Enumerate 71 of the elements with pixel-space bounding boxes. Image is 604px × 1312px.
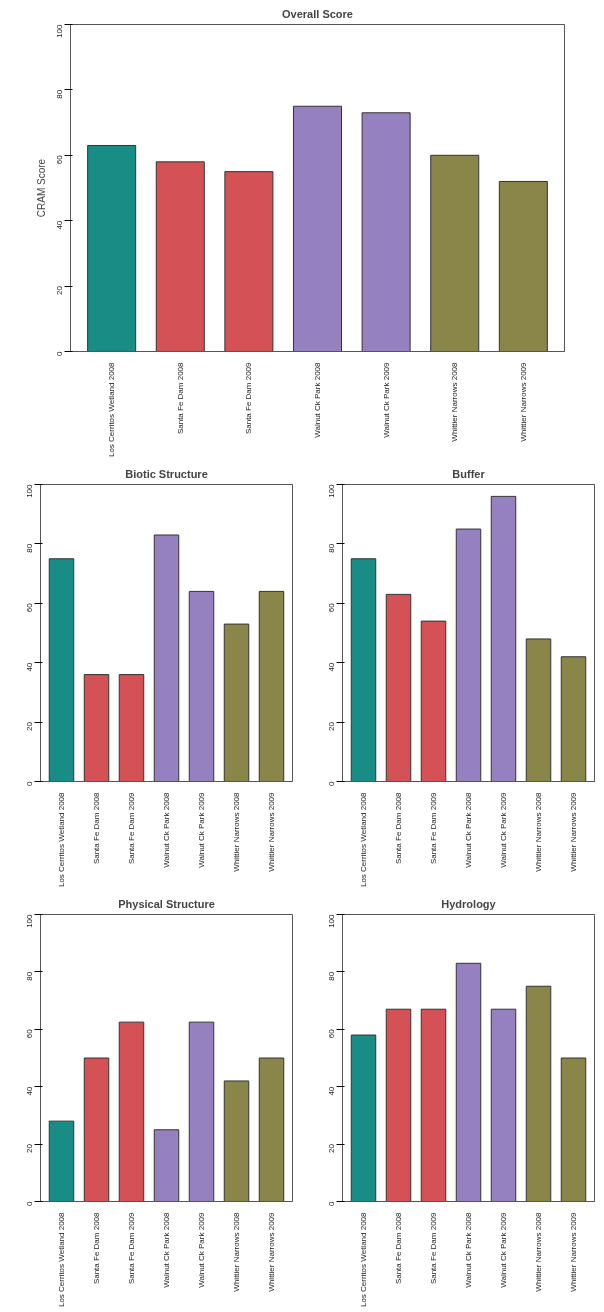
x-tick-label: Walnut Ck Park 2009 — [499, 1211, 508, 1288]
x-tick-label: Los Cerritos Wetland 2008 — [57, 791, 66, 888]
y-axis-title: CRAM Score — [35, 158, 47, 218]
x-tick-label: Santa Fe Dam 2009 — [127, 1211, 136, 1285]
x-tick-label: Walnut Ck Park 2008 — [162, 791, 171, 868]
x-tick-label: Walnut Ck Park 2009 — [381, 361, 391, 438]
x-tick-label: Whittier Narrows 2008 — [534, 1211, 543, 1292]
y-tick-label: 0 — [25, 1200, 34, 1206]
y-tick-label: 80 — [327, 971, 336, 981]
x-tick-label: Walnut Ck Park 2008 — [162, 1211, 171, 1288]
x-tick-label: Santa Fe Dam 2009 — [127, 791, 136, 865]
y-tick-label: 100 — [327, 483, 336, 498]
x-tick-label: Whittier Narrows 2008 — [534, 791, 543, 872]
x-tick-label: Santa Fe Dam 2008 — [394, 791, 403, 865]
y-tick-label: 20 — [55, 285, 64, 295]
y-tick-label: 80 — [327, 543, 336, 553]
x-tick-label: Santa Fe Dam 2008 — [394, 1211, 403, 1285]
x-tick-label: Walnut Ck Park 2008 — [464, 791, 473, 868]
y-tick-label: 20 — [327, 1143, 336, 1153]
y-tick-label: 20 — [25, 721, 34, 731]
x-tick-label: Walnut Ck Park 2009 — [197, 791, 206, 868]
x-tick-label: Santa Fe Dam 2008 — [175, 361, 185, 435]
x-tick-label: Walnut Ck Park 2008 — [313, 361, 322, 438]
y-tick-label: 100 — [327, 913, 336, 928]
x-tick-label: Santa Fe Dam 2008 — [92, 1211, 101, 1285]
x-tick-label: Los Cerritos Wetland 2008 — [107, 361, 117, 458]
x-tick-label: Whittier Narrows 2009 — [569, 791, 578, 872]
x-tick-label: Whittier Narrows 2009 — [569, 1211, 578, 1292]
x-tick-label: Los Cerritos Wetland 2008 — [359, 791, 368, 888]
x-tick-label: Whittier Narrows 2008 — [232, 1211, 241, 1292]
y-tick-label: 80 — [25, 971, 34, 981]
x-tick-label: Santa Fe Dam 2009 — [429, 791, 438, 865]
y-tick-label: 0 — [327, 780, 336, 786]
chart-title: Overall Score — [282, 7, 353, 20]
y-tick-label: 0 — [25, 780, 34, 786]
y-tick-label: 100 — [25, 483, 34, 498]
y-tick-label: 60 — [327, 1028, 336, 1039]
x-tick-label: Santa Fe Dam 2008 — [92, 791, 101, 865]
chart-title: Biotic Structure — [125, 467, 208, 480]
y-tick-label: 80 — [25, 543, 34, 553]
x-tick-label: Los Cerritos Wetland 2008 — [359, 1211, 368, 1308]
y-tick-label: 20 — [327, 721, 336, 731]
chart-title: Hydrology — [441, 897, 497, 910]
y-tick-label: 60 — [25, 602, 34, 613]
x-tick-label: Walnut Ck Park 2009 — [499, 791, 508, 868]
y-tick-label: 40 — [25, 1086, 34, 1096]
x-tick-label: Santa Fe Dam 2009 — [244, 361, 254, 435]
chart-title: Buffer — [452, 467, 486, 480]
y-tick-label: 60 — [25, 1028, 34, 1039]
x-tick-label: Los Cerritos Wetland 2008 — [57, 1211, 66, 1308]
x-tick-label: Whittier Narrows 2008 — [450, 361, 460, 442]
x-tick-label: Whittier Narrows 2009 — [518, 361, 528, 442]
x-tick-label: Whittier Narrows 2009 — [267, 791, 276, 872]
y-tick-label: 0 — [55, 350, 64, 356]
y-tick-label: 0 — [327, 1200, 336, 1206]
y-tick-label: 100 — [25, 913, 34, 928]
y-tick-label: 40 — [25, 662, 34, 672]
y-tick-label: 80 — [55, 89, 64, 99]
y-tick-label: 40 — [55, 220, 64, 230]
y-tick-label: 60 — [327, 602, 336, 613]
y-tick-label: 20 — [25, 1143, 34, 1153]
y-tick-label: 60 — [55, 154, 64, 165]
y-tick-label: 40 — [327, 1086, 336, 1096]
x-tick-label: Walnut Ck Park 2008 — [464, 1211, 473, 1288]
y-tick-label: 100 — [55, 23, 64, 38]
y-tick-label: 40 — [327, 662, 336, 672]
x-tick-label: Whittier Narrows 2008 — [232, 791, 241, 872]
x-tick-label: Whittier Narrows 2009 — [267, 1211, 276, 1292]
x-tick-label: Santa Fe Dam 2009 — [429, 1211, 438, 1285]
chart-title: Physical Structure — [118, 897, 215, 910]
x-tick-label: Walnut Ck Park 2009 — [197, 1211, 206, 1288]
